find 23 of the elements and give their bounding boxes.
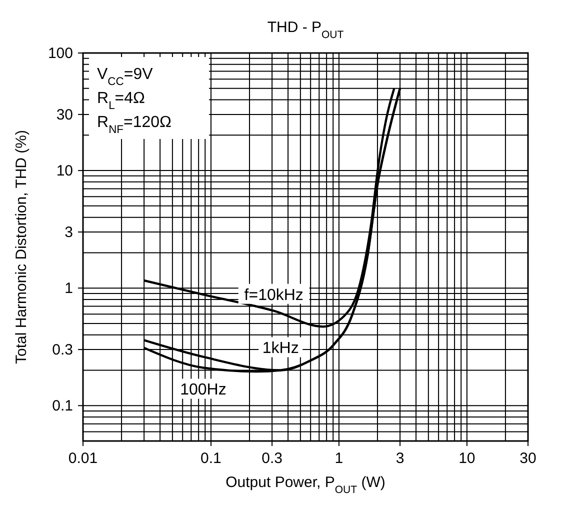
x-tick-label: 0.01: [68, 450, 98, 467]
x-tick-label: 3: [396, 450, 404, 467]
y-tick-label: 30: [56, 106, 73, 124]
x-axis-title: Output Power, P$_{OUT}$ (W): [226, 474, 386, 496]
annotation: V$_{CC}$=9V: [97, 66, 154, 88]
x-tick-label: 1: [334, 450, 344, 467]
x-tick-label: 0.3: [262, 450, 282, 467]
series-label: 1kHz: [262, 340, 299, 358]
y-tick-label: 100: [48, 45, 73, 62]
x-tick-label: 30: [520, 450, 536, 467]
annotation: R$_{L}$=4Ω: [97, 90, 146, 112]
series-label: 100Hz: [180, 382, 226, 399]
y-tick-label: 10: [56, 162, 73, 180]
y-tick-label: 0.3: [52, 342, 73, 359]
y-tick-label: 3: [64, 224, 73, 241]
annotation: R$_{NF}$=120Ω: [97, 114, 172, 136]
x-tick-label: 10: [458, 450, 476, 467]
chart-title: THD - P$_{OUT}$: [267, 19, 344, 41]
y-axis-title: Total Harmonic Distortion, THD (%): [13, 130, 30, 364]
y-tick-label: 0.1: [52, 398, 73, 415]
series-label: f=10kHz: [244, 286, 304, 304]
x-tick-label: 0.1: [200, 450, 222, 467]
y-tick-label: 1: [64, 280, 73, 298]
